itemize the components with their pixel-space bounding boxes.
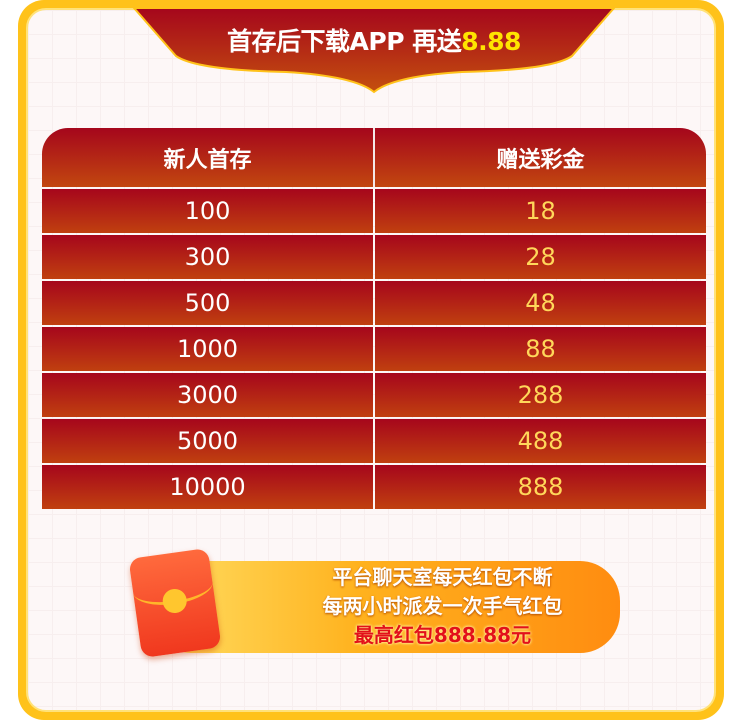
bonus-table: 新人首存 赠送彩金 100 18 300 28 500 48 1000 88 3000 288 50…: [42, 128, 706, 509]
bonus-cell: 88: [375, 327, 706, 371]
table-header: 新人首存 赠送彩金: [42, 128, 706, 187]
promo-line-2: 每两小时派发一次手气红包: [322, 594, 563, 618]
table-row: 10000 888: [42, 465, 706, 509]
table-row: 100 18: [42, 189, 706, 233]
deposit-cell: 300: [42, 235, 373, 279]
title-banner: 首存后下载APP 再送8.88: [132, 8, 616, 94]
banner-title: 首存后下载APP 再送8.88: [227, 27, 521, 56]
table-row: 3000 288: [42, 373, 706, 417]
promo-line-3: 最高红包888.88元: [353, 623, 532, 647]
header-bonus: 赠送彩金: [496, 147, 585, 173]
promo-line-1: 平台聊天室每天红包不断: [332, 565, 553, 589]
red-envelope-icon: [128, 547, 222, 659]
deposit-cell: 1000: [42, 327, 373, 371]
header-deposit: 新人首存: [42, 128, 375, 187]
deposit-cell: 500: [42, 281, 373, 325]
deposit-cell: 3000: [42, 373, 373, 417]
chat-red-envelope-promo[interactable]: 平台聊天室每天红包不断 每两小时派发一次手气红包 最高红包888.88元: [125, 547, 620, 659]
table-row: 300 28: [42, 235, 706, 279]
table-row: 500 48: [42, 281, 706, 325]
table-row: 1000 88: [42, 327, 706, 371]
bonus-cell: 888: [375, 465, 706, 509]
promo-pill: [145, 561, 620, 653]
bonus-cell: 28: [375, 235, 706, 279]
bonus-cell: 48: [375, 281, 706, 325]
table-row: 5000 488: [42, 419, 706, 463]
bonus-cell: 488: [375, 419, 706, 463]
deposit-cell: 10000: [42, 465, 373, 509]
deposit-cell: 100: [42, 189, 373, 233]
bonus-cell: 18: [375, 189, 706, 233]
bonus-cell: 288: [375, 373, 706, 417]
deposit-cell: 5000: [42, 419, 373, 463]
